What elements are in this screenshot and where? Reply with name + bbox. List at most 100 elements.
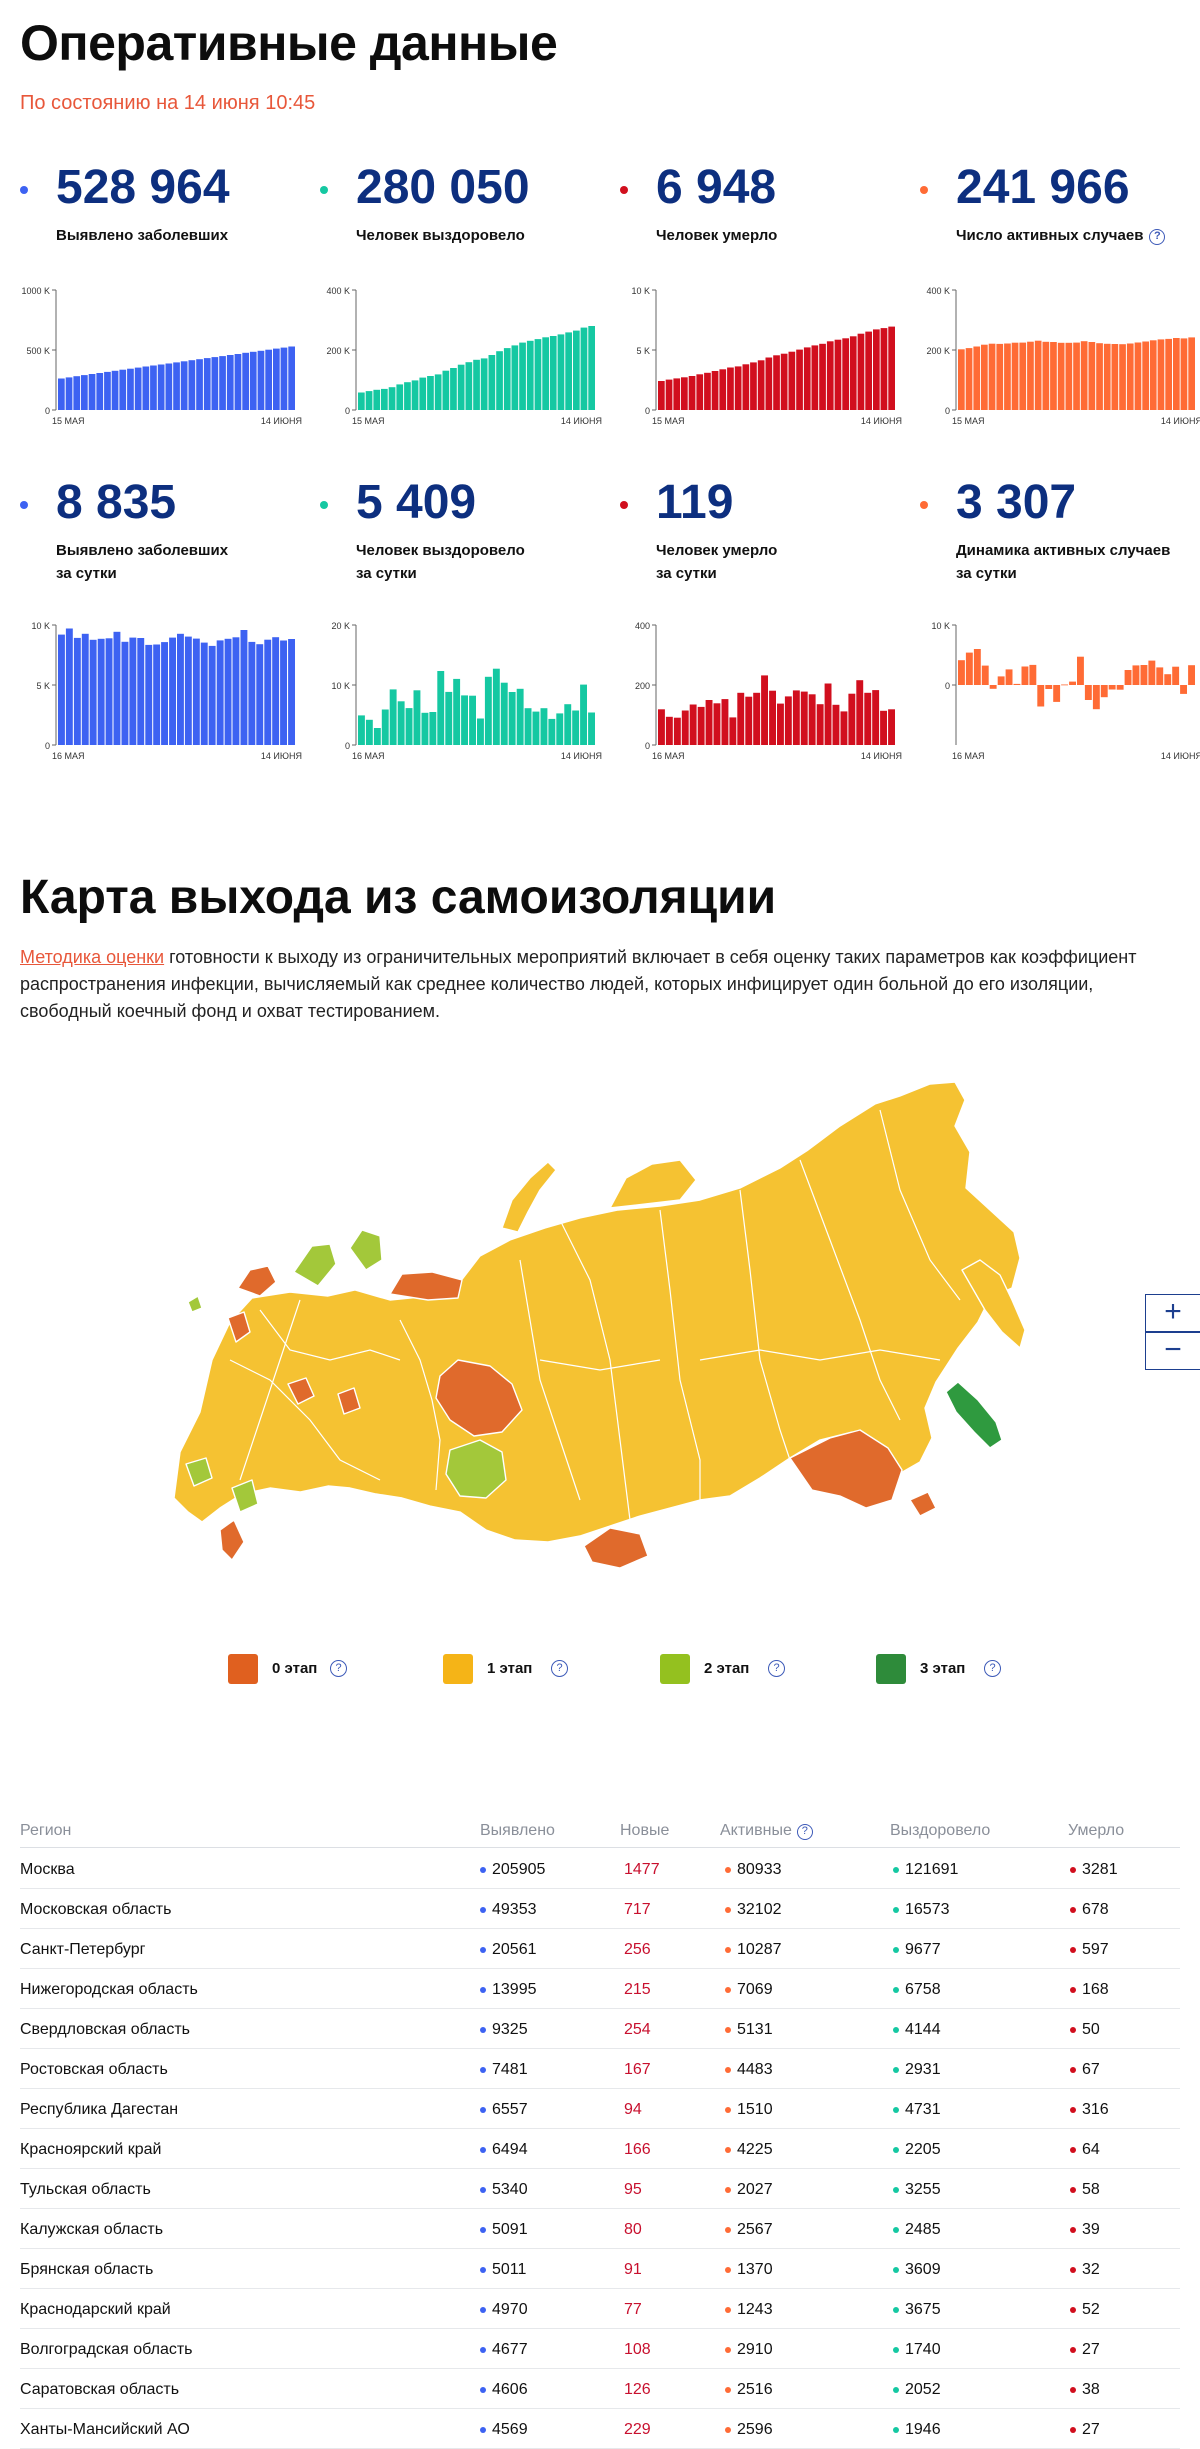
chart-bar[interactable] (1157, 339, 1165, 410)
chart-bar[interactable] (496, 351, 503, 410)
chart-bar[interactable] (427, 376, 434, 410)
chart-bar[interactable] (1149, 340, 1157, 410)
chart-bar[interactable] (888, 326, 895, 410)
table-row[interactable]: Ханты-Мансийский АО 4569 229 2596 1946 27 (20, 2409, 1180, 2449)
chart-bar[interactable] (840, 711, 848, 745)
table-row[interactable]: Тульская область 5340 95 2027 3255 58 (20, 2169, 1180, 2209)
chart-bar[interactable] (1100, 685, 1108, 698)
chart-bar[interactable] (477, 718, 484, 746)
chart-bar[interactable] (503, 348, 511, 410)
chart-bar[interactable] (1077, 656, 1084, 685)
table-row[interactable]: Ростовская область 7481 167 4483 2931 67 (20, 2049, 1180, 2089)
active-help-icon[interactable]: ? (796, 1824, 813, 1840)
chart-bar[interactable] (373, 389, 381, 410)
chart-bar[interactable] (442, 370, 450, 410)
chart-bar[interactable] (465, 362, 473, 410)
chart-bar[interactable] (1045, 685, 1053, 689)
chart-bar[interactable] (1057, 342, 1065, 410)
chart-bar[interactable] (796, 349, 803, 410)
russia-map-svg[interactable] (140, 1060, 1060, 1600)
help-icon[interactable]: ? (984, 1660, 1001, 1677)
map-region-novaya-zemlya[interactable] (501, 1161, 557, 1233)
col-active-header[interactable]: Активные? (720, 1822, 813, 1840)
chart-bar[interactable] (65, 377, 73, 410)
chart-bar[interactable] (81, 633, 89, 745)
chart-bar[interactable] (519, 342, 526, 410)
chart-bar[interactable] (434, 374, 442, 410)
chart-bar[interactable] (872, 690, 880, 745)
chart-bar[interactable] (104, 371, 111, 410)
chart-bar[interactable] (188, 360, 196, 410)
chart-bar[interactable] (1053, 685, 1061, 702)
chart-bar[interactable] (249, 351, 257, 410)
chart-bar[interactable] (96, 373, 104, 410)
table-row[interactable]: Саратовская область 4606 126 2516 2052 38 (20, 2369, 1180, 2409)
chart-bar[interactable] (1188, 337, 1195, 410)
chart-bar[interactable] (88, 374, 96, 410)
chart-bar[interactable] (473, 359, 480, 410)
chart-bar[interactable] (1180, 685, 1187, 694)
chart-bar[interactable] (757, 360, 765, 410)
chart-bar[interactable] (169, 637, 176, 745)
chart-bar[interactable] (1116, 685, 1124, 690)
chart-bar[interactable] (1140, 665, 1148, 685)
chart-bar[interactable] (272, 637, 280, 745)
col-deaths-header[interactable]: Умерло (1068, 1822, 1125, 1839)
chart-bar[interactable] (373, 728, 381, 745)
chart-bar[interactable] (1084, 685, 1092, 700)
chart-bar[interactable] (856, 680, 864, 745)
chart-bar[interactable] (150, 365, 157, 411)
chart-bar[interactable] (973, 649, 981, 685)
chart-bar[interactable] (127, 368, 134, 410)
chart-bar[interactable] (997, 676, 1005, 685)
chart-bar[interactable] (161, 642, 168, 745)
chart-bar[interactable] (788, 351, 796, 410)
chart-bar[interactable] (816, 704, 824, 745)
map-region-zabaykalsky[interactable] (789, 1429, 903, 1509)
chart-bar[interactable] (1013, 683, 1021, 685)
chart-bar[interactable] (526, 340, 534, 410)
chart-bar[interactable] (556, 713, 564, 745)
map-region-murmansk[interactable] (237, 1265, 277, 1297)
chart-bar[interactable] (429, 712, 437, 745)
map-region-kaliningrad[interactable] (187, 1295, 203, 1313)
chart-bar[interactable] (665, 716, 673, 745)
chart-bar[interactable] (248, 641, 256, 745)
chart-bar[interactable] (450, 368, 457, 410)
chart-bar[interactable] (873, 329, 880, 410)
chart-bar[interactable] (73, 637, 81, 745)
chart-bar[interactable] (745, 696, 753, 745)
chart-bar[interactable] (864, 692, 872, 745)
chart-bar[interactable] (145, 644, 153, 745)
chart-bar[interactable] (381, 388, 388, 410)
chart-bar[interactable] (1088, 342, 1096, 410)
chart-bar[interactable] (1108, 685, 1116, 690)
chart-bar[interactable] (1050, 342, 1057, 410)
chart-bar[interactable] (981, 344, 988, 410)
chart-bar[interactable] (750, 362, 757, 410)
chart-bar[interactable] (826, 341, 834, 410)
chart-bar[interactable] (492, 668, 500, 745)
chart-bar[interactable] (857, 333, 865, 410)
chart-bar[interactable] (565, 332, 572, 410)
chart-bar[interactable] (800, 691, 808, 745)
chart-bar[interactable] (134, 367, 142, 410)
table-row[interactable]: Краснодарский край 4970 77 1243 3675 52 (20, 2289, 1180, 2329)
map-region-tyumen[interactable] (445, 1439, 507, 1499)
table-row[interactable]: Калужская область 5091 80 2567 2485 39 (20, 2209, 1180, 2249)
chart-bar[interactable] (1042, 341, 1050, 410)
table-row[interactable]: Брянская область 5011 91 1370 3609 32 (20, 2249, 1180, 2289)
chart-bar[interactable] (1034, 340, 1042, 410)
chart-bar[interactable] (573, 330, 580, 410)
chart-bar[interactable] (413, 690, 421, 745)
chart-bar[interactable] (232, 637, 240, 745)
chart-bar[interactable] (111, 370, 119, 410)
col-recovered-header[interactable]: Выздоровело (890, 1822, 991, 1839)
chart-bar[interactable] (697, 706, 705, 745)
help-icon[interactable]: ? (1149, 229, 1166, 245)
chart-bar[interactable] (824, 683, 832, 746)
chart-bar[interactable] (461, 695, 468, 745)
chart-bar[interactable] (965, 652, 973, 685)
chart-bar[interactable] (1132, 665, 1140, 685)
map-region-tuva[interactable] (583, 1527, 649, 1569)
